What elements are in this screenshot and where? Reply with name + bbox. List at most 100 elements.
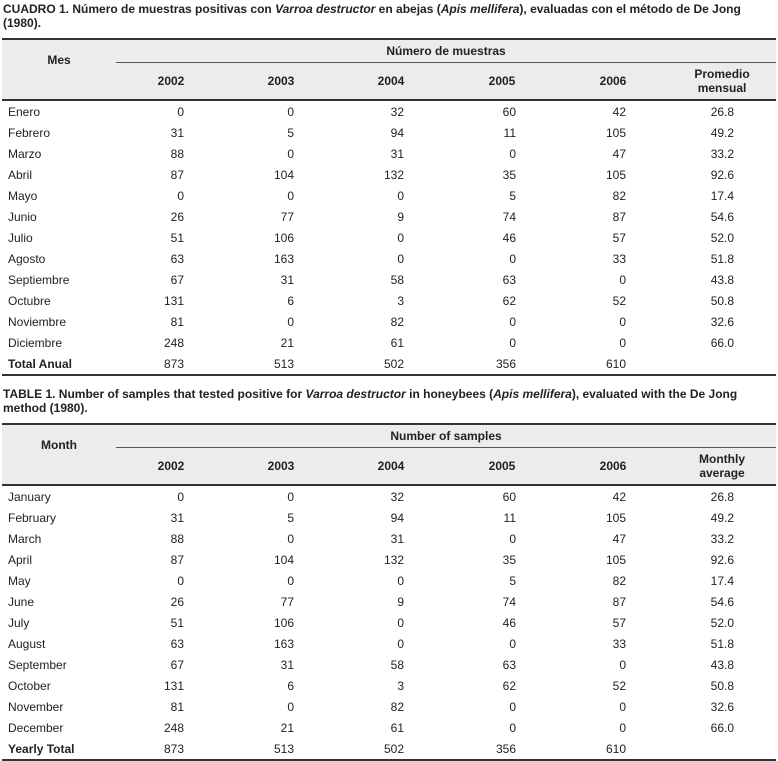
table-block: CUADRO 1. Número de muestras positivas c… <box>2 2 777 376</box>
table-row: December 248 21 61 0 0 66.0 <box>2 717 776 738</box>
data-table: Mes Número de muestras 2002 2003 2004 2005 200… <box>2 38 777 376</box>
cell: 873 <box>163 741 184 756</box>
row-label: Marzo <box>8 146 42 161</box>
table-row: Noviembre 81 0 82 0 0 32.6 <box>2 311 776 332</box>
column-header-text: 2006 <box>599 459 627 473</box>
cell: 63 <box>502 657 516 672</box>
cell: 873 <box>163 356 184 371</box>
caption-text: en abejas ( <box>375 2 441 16</box>
cell: 104 <box>273 552 294 567</box>
row-label: April <box>8 552 33 567</box>
row-label: October <box>8 678 51 693</box>
cell: 46 <box>502 615 516 630</box>
cell: 0 <box>177 104 184 119</box>
cell: 0 <box>177 188 184 203</box>
table-row: January 0 0 32 60 42 26.8 <box>2 485 776 507</box>
data-table: Month Number of samples 2002 2003 2004 2005 20… <box>2 423 777 761</box>
table-row: October 131 6 3 62 52 50.8 <box>2 675 776 696</box>
column-header-text: 2003 <box>267 459 295 473</box>
cell: 0 <box>619 335 626 350</box>
cell: 0 <box>509 314 516 329</box>
cell: 63 <box>170 636 184 651</box>
cell: 502 <box>383 356 404 371</box>
cell: 35 <box>502 167 516 182</box>
stub-header: Month <box>2 424 116 486</box>
row-label: September <box>8 657 67 672</box>
cell: 32.6 <box>710 699 735 714</box>
cell: 52.0 <box>710 615 735 630</box>
cell: 43.8 <box>710 272 735 287</box>
cell: 9 <box>397 594 404 609</box>
caption-text: Apis mellifera <box>493 387 572 401</box>
table-row: Junio 26 77 9 74 87 54.6 <box>2 206 776 227</box>
row-label: Mayo <box>8 188 38 203</box>
cell: 49.2 <box>710 125 735 140</box>
cell: 248 <box>163 335 184 350</box>
row-label: November <box>8 699 64 714</box>
cell: 105 <box>605 552 626 567</box>
cell: 0 <box>397 188 404 203</box>
column-header-text: 2002 <box>157 459 185 473</box>
cell: 35 <box>502 552 516 567</box>
cell: 105 <box>605 125 626 140</box>
row-label: Diciembre <box>8 335 63 350</box>
cell: 0 <box>397 251 404 266</box>
cell: 51 <box>170 615 184 630</box>
table-row: Yearly Total 873 513 502 356 610 <box>2 738 776 760</box>
cell: 502 <box>383 741 404 756</box>
cell: 50.8 <box>710 293 735 308</box>
cell: 513 <box>273 741 294 756</box>
cell: 0 <box>509 699 516 714</box>
cell: 0 <box>287 188 294 203</box>
table-row: April 87 104 132 35 105 92.6 <box>2 549 776 570</box>
cell: 0 <box>177 489 184 504</box>
cell: 0 <box>509 251 516 266</box>
column-header: 2005 <box>446 447 558 486</box>
column-header: 2005 <box>446 62 558 101</box>
cell: 0 <box>397 230 404 245</box>
cell: 92.6 <box>710 167 735 182</box>
cell: 3 <box>397 678 404 693</box>
cell: 82 <box>390 314 404 329</box>
cell: 31 <box>390 531 404 546</box>
cell: 31 <box>170 125 184 140</box>
cell: 57 <box>612 615 626 630</box>
cell: 58 <box>390 272 404 287</box>
cell: 0 <box>619 657 626 672</box>
column-header: 2006 <box>558 62 668 101</box>
stub-header: Mes <box>2 39 116 101</box>
cell: 67 <box>170 657 184 672</box>
cell: 610 <box>605 356 626 371</box>
table-row: August 63 163 0 0 33 51.8 <box>2 633 776 654</box>
column-header: 2004 <box>336 447 446 486</box>
cell: 104 <box>273 167 294 182</box>
cell: 17.4 <box>710 188 735 203</box>
table-row: July 51 106 0 46 57 52.0 <box>2 612 776 633</box>
group-header: Number of samples <box>116 424 777 448</box>
table-row: June 26 77 9 74 87 54.6 <box>2 591 776 612</box>
cell: 82 <box>390 699 404 714</box>
cell: 63 <box>502 272 516 287</box>
cell: 42 <box>612 489 626 504</box>
cell: 81 <box>170 699 184 714</box>
cell: 60 <box>502 104 516 119</box>
cell: 26.8 <box>710 104 735 119</box>
cell: 5 <box>287 125 294 140</box>
cell: 46 <box>502 230 516 245</box>
row-label: Octubre <box>8 293 51 308</box>
cell: 0 <box>287 146 294 161</box>
column-header: 2003 <box>226 62 336 101</box>
cell: 132 <box>383 552 404 567</box>
caption-text: ), evaluated with the De Jong method (19… <box>3 387 738 415</box>
column-header-text: 2003 <box>267 74 295 88</box>
row-label: March <box>8 531 42 546</box>
row-label: Septiembre <box>8 272 70 287</box>
table-body: Enero 0 0 32 60 42 26.8 Febrero 31 5 94 11 105 49.2 Ma… <box>2 100 776 375</box>
cell: 0 <box>619 272 626 287</box>
caption-text: in honeybees ( <box>405 387 494 401</box>
cell: 31 <box>390 146 404 161</box>
column-header-text: Monthly average <box>699 452 746 480</box>
table-row: Septiembre 67 31 58 63 0 43.8 <box>2 269 776 290</box>
cell: 87 <box>170 167 184 182</box>
